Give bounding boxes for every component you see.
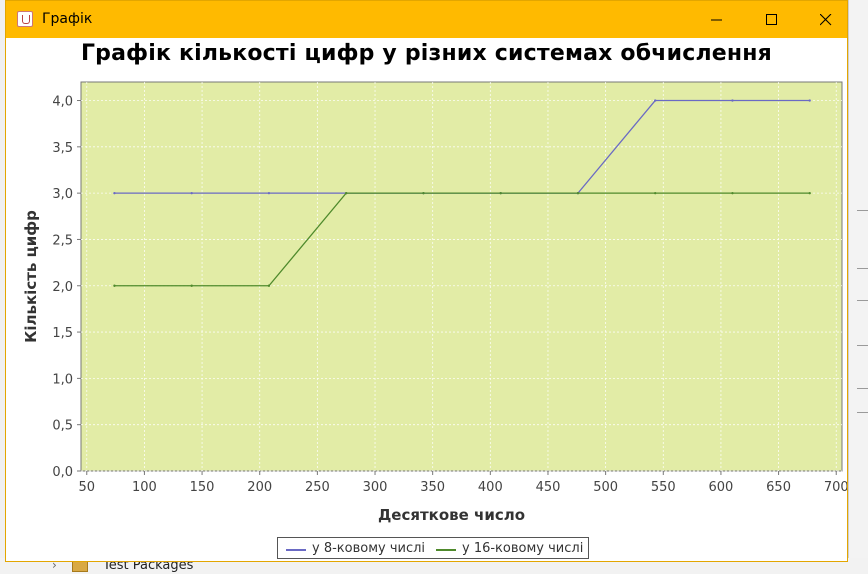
y-tick-label: 1,5	[52, 326, 73, 341]
legend-swatch-octal	[286, 549, 306, 551]
series-point-0	[731, 99, 734, 102]
minimize-icon	[711, 19, 722, 21]
legend-label-octal: у 8-ковому числі	[312, 541, 426, 556]
series-point-0	[808, 99, 811, 102]
x-tick-label: 350	[420, 480, 445, 495]
maximize-icon	[766, 14, 777, 25]
chart-window: Графік Графік кількості цифр у різних си…	[5, 0, 848, 562]
x-axis-label: Десяткове число	[378, 506, 525, 524]
window-title: Графік	[42, 11, 93, 27]
y-tick-label: 0,5	[52, 419, 73, 434]
x-tick-label: 200	[247, 480, 272, 495]
y-tick-label: 4,0	[52, 95, 73, 110]
minimize-button[interactable]	[694, 1, 740, 38]
plot-area	[80, 81, 843, 472]
series-point-1	[808, 191, 811, 195]
x-tick-label: 50	[78, 480, 95, 495]
background-ide-panel	[848, 0, 868, 574]
legend-label-hex: у 16-ковому числі	[462, 541, 584, 556]
x-tick-label: 250	[305, 480, 330, 495]
series-point-1	[113, 284, 116, 287]
series-point-1	[267, 284, 271, 287]
x-tick-label: 500	[593, 480, 618, 495]
x-tick-label: 300	[363, 480, 388, 495]
series-point-1	[654, 191, 657, 195]
x-tick-label: 550	[651, 480, 676, 495]
y-tick-label: 3,5	[52, 141, 73, 156]
x-tick-label: 700	[824, 480, 847, 495]
line-chart: 50 100 150 200 250 300 350 400 450 500 550 600 650 70…	[22, 81, 847, 524]
title-bar[interactable]: Графік	[6, 1, 847, 38]
java-icon	[17, 11, 33, 27]
series-point-1	[190, 284, 193, 287]
y-tick-label: 2,5	[52, 233, 73, 248]
series-point-1	[731, 191, 734, 195]
x-tick-label: 150	[190, 480, 215, 495]
series-point-1	[499, 191, 502, 195]
x-tick-label: 650	[766, 480, 791, 495]
chart-legend: у 8-ковому числі у 16-ковому числі	[277, 537, 589, 559]
close-icon	[820, 14, 832, 26]
legend-swatch-hex	[436, 549, 456, 551]
y-tick-label: 2,0	[52, 280, 73, 295]
x-tick-label: 450	[536, 480, 561, 495]
x-tick-label: 400	[478, 480, 503, 495]
series-point-0	[113, 191, 116, 195]
series-point-0	[654, 99, 657, 102]
series-line-1	[114, 192, 810, 287]
maximize-button[interactable]	[749, 1, 795, 38]
series-point-1	[422, 191, 425, 195]
chevron-right-icon[interactable]: ›	[52, 558, 57, 572]
x-tick-label: 600	[709, 480, 734, 495]
x-tick-label: 100	[132, 480, 157, 495]
y-tick-label: 0,0	[52, 465, 73, 480]
y-tick-label: 1,0	[52, 372, 73, 387]
y-tick-label: 3,0	[52, 187, 73, 202]
series-point-0	[190, 191, 193, 195]
series-point-0	[267, 191, 271, 195]
chart-title: Графік кількості цифр у різних системах …	[80, 41, 773, 66]
series-point-1	[344, 191, 348, 195]
y-axis-label: Кількість цифр	[22, 210, 40, 343]
close-button[interactable]	[803, 1, 849, 38]
series-point-1	[576, 191, 580, 195]
